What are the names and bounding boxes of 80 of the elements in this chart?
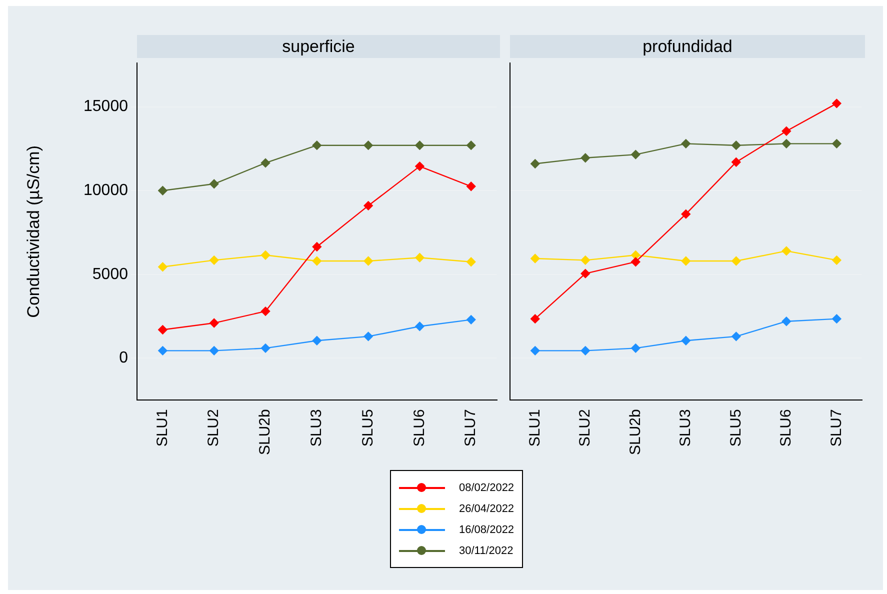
point bbox=[158, 346, 168, 356]
point bbox=[415, 162, 424, 171]
point bbox=[832, 139, 842, 148]
point bbox=[158, 186, 168, 196]
point bbox=[364, 332, 373, 342]
point bbox=[580, 256, 590, 265]
point bbox=[782, 126, 792, 136]
y-tick-label: 10000 bbox=[84, 182, 128, 200]
legend-label: 16/08/2022 bbox=[459, 524, 514, 536]
point bbox=[466, 257, 476, 266]
x-tick-label: SLU2b bbox=[626, 409, 644, 456]
point bbox=[260, 344, 270, 353]
point bbox=[312, 256, 322, 266]
point bbox=[681, 336, 690, 346]
point bbox=[530, 254, 540, 264]
point bbox=[732, 140, 741, 150]
point bbox=[530, 159, 540, 168]
x-tick-label: SLU2b bbox=[256, 409, 274, 456]
x-tick-label: SLU1 bbox=[154, 409, 171, 447]
x-tick-label: SLU7 bbox=[462, 409, 480, 447]
point bbox=[580, 346, 590, 356]
chart-title: superficie bbox=[137, 35, 500, 58]
point bbox=[732, 256, 741, 266]
point bbox=[364, 256, 373, 266]
point bbox=[415, 253, 424, 262]
chart-title: profundidad bbox=[510, 35, 865, 58]
point bbox=[260, 158, 270, 168]
point bbox=[681, 256, 690, 266]
point bbox=[158, 325, 168, 334]
point bbox=[832, 314, 842, 324]
point bbox=[681, 209, 690, 219]
x-tick-label: SLU5 bbox=[359, 409, 376, 447]
x-tick-label: SLU1 bbox=[526, 409, 544, 447]
point bbox=[530, 346, 540, 356]
y-tick-label: 0 bbox=[119, 350, 128, 367]
point bbox=[580, 153, 590, 163]
point bbox=[631, 344, 640, 353]
y-axis-title: Conductividad (µS/cm) bbox=[24, 146, 43, 318]
x-tick-label: SLU3 bbox=[308, 409, 326, 447]
point bbox=[364, 201, 373, 210]
x-tick-label: SLU5 bbox=[727, 409, 744, 447]
x-tick-label: SLU3 bbox=[677, 409, 694, 447]
point bbox=[832, 256, 842, 265]
point bbox=[782, 316, 792, 326]
point bbox=[782, 246, 792, 256]
point bbox=[415, 322, 424, 331]
legend-label: 30/11/2022 bbox=[459, 544, 514, 556]
x-tick-label: SLU7 bbox=[828, 409, 845, 447]
point bbox=[312, 140, 322, 150]
point bbox=[466, 315, 476, 324]
point bbox=[681, 139, 690, 148]
point bbox=[580, 268, 590, 278]
point bbox=[364, 140, 373, 150]
point bbox=[210, 179, 219, 188]
point bbox=[782, 139, 792, 148]
x-tick-label: SLU2 bbox=[576, 409, 594, 447]
y-tick-label: 5000 bbox=[92, 266, 128, 283]
legend-label: 08/02/2022 bbox=[459, 482, 514, 494]
point bbox=[732, 332, 741, 342]
point bbox=[415, 140, 424, 150]
point bbox=[631, 150, 640, 160]
x-tick-label: SLU2 bbox=[205, 409, 222, 447]
legend-label: 26/04/2022 bbox=[459, 502, 514, 514]
point bbox=[210, 318, 219, 328]
point bbox=[530, 314, 540, 324]
point bbox=[260, 306, 270, 316]
x-tick-label: SLU6 bbox=[778, 409, 795, 447]
point bbox=[631, 257, 640, 266]
x-tick-label: SLU6 bbox=[410, 409, 428, 447]
point bbox=[466, 140, 476, 150]
point bbox=[260, 250, 270, 260]
point bbox=[732, 158, 741, 167]
point bbox=[210, 256, 219, 265]
point bbox=[466, 182, 476, 192]
point bbox=[312, 336, 322, 346]
point bbox=[158, 262, 168, 272]
point bbox=[832, 98, 842, 108]
point bbox=[210, 346, 219, 356]
point bbox=[312, 242, 322, 252]
y-tick-label: 15000 bbox=[84, 98, 128, 116]
